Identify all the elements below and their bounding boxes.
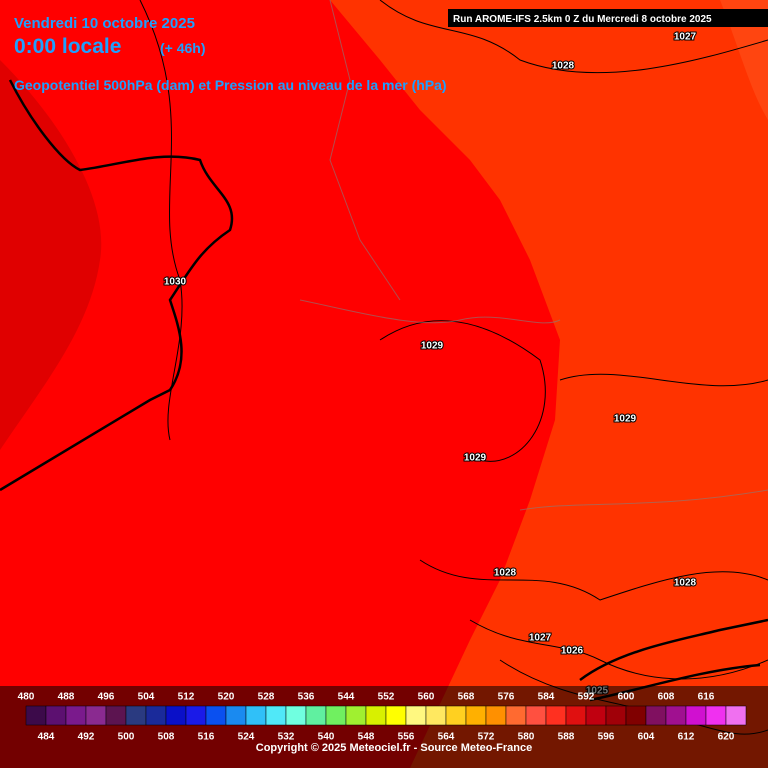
colorbar-label: 584 <box>538 692 555 703</box>
isobar-label: 1029 <box>464 453 487 464</box>
colorbar-panel <box>0 686 768 768</box>
colorbar-swatch <box>125 705 147 726</box>
colorbar-swatch <box>465 705 487 726</box>
colorbar-swatch <box>245 705 267 726</box>
isobar-label: 1028 <box>552 61 575 72</box>
colorbar-label: 552 <box>378 692 395 703</box>
copyright: Copyright © 2025 Meteociel.fr - Source M… <box>256 742 532 754</box>
colorbar-label: 616 <box>698 692 715 703</box>
colorbar-label: 604 <box>638 732 655 743</box>
colorbar-label: 504 <box>138 692 155 703</box>
time: 0:00 locale <box>14 35 121 58</box>
colorbar-swatch <box>585 705 607 726</box>
colorbar-swatch <box>305 705 327 726</box>
colorbar-swatch <box>645 705 667 726</box>
colorbar-label: 592 <box>578 692 595 703</box>
colorbar-label: 620 <box>718 732 735 743</box>
colorbar-label: 536 <box>298 692 315 703</box>
colorbar-label: 588 <box>558 732 575 743</box>
colorbar-label: 500 <box>118 732 135 743</box>
colorbar-swatch <box>485 705 507 726</box>
isobar-label: 1026 <box>561 646 584 657</box>
colorbar-swatch <box>705 705 727 726</box>
colorbar-label: 484 <box>38 732 55 743</box>
colorbar-label: 488 <box>58 692 75 703</box>
colorbar-label: 548 <box>358 732 375 743</box>
parameter: Geopotentiel 500hPa (dam) et Pression au… <box>14 77 447 93</box>
colorbar-label: 596 <box>598 732 615 743</box>
colorbar-swatch <box>445 705 467 726</box>
isobar-label: 1029 <box>614 414 637 425</box>
colorbar-label: 612 <box>678 732 695 743</box>
colorbar-swatch <box>25 705 47 726</box>
region-orange <box>330 0 768 768</box>
colorbar-label: 520 <box>218 692 235 703</box>
region-dark <box>0 60 102 450</box>
colorbar-label: 508 <box>158 732 175 743</box>
colorbar-swatch <box>725 705 747 726</box>
colorbar-swatch <box>205 705 227 726</box>
colorbar-swatch <box>685 705 707 726</box>
colorbar-swatch <box>665 705 687 726</box>
colorbar-label: 544 <box>338 692 355 703</box>
colorbar-swatch <box>165 705 187 726</box>
colorbar-swatch <box>265 705 287 726</box>
colorbar-swatch <box>145 705 167 726</box>
colorbar-swatch <box>625 705 647 726</box>
colorbar-label: 492 <box>78 732 95 743</box>
colorbar-label: 532 <box>278 732 295 743</box>
isobar-label: 1028 <box>674 578 697 589</box>
colorbar-label: 556 <box>398 732 415 743</box>
colorbar-swatch <box>45 705 67 726</box>
colorbar-label: 580 <box>518 732 535 743</box>
colorbar-swatch <box>225 705 247 726</box>
colorbar-swatch <box>285 705 307 726</box>
run-box <box>448 9 768 27</box>
colorbar-swatch <box>605 705 627 726</box>
colorbar-label: 528 <box>258 692 275 703</box>
colorbar-swatch <box>325 705 347 726</box>
isobar-label: 1028 <box>494 568 517 579</box>
region-light <box>720 0 768 120</box>
colorbar-label: 512 <box>178 692 195 703</box>
colorbar-label: 608 <box>658 692 675 703</box>
colorbar-label: 572 <box>478 732 495 743</box>
colorbar-label: 496 <box>98 692 115 703</box>
colorbar-swatch <box>385 705 407 726</box>
colorbar-label: 600 <box>618 692 635 703</box>
colorbar-swatch <box>405 705 427 726</box>
colorbar-label: 516 <box>198 732 215 743</box>
lead-time: (+ 46h) <box>160 40 206 56</box>
admin-borders <box>299 0 768 511</box>
colorbar-label: 576 <box>498 692 515 703</box>
colorbar-swatch <box>425 705 447 726</box>
colorbar-swatch <box>105 705 127 726</box>
colorbar-label: 540 <box>318 732 335 743</box>
colorbar-swatch <box>525 705 547 726</box>
isobar-label: 1030 <box>164 277 187 288</box>
date: Vendredi 10 octobre 2025 <box>14 15 195 32</box>
colorbar-label: 564 <box>438 732 455 743</box>
colorbar-swatch <box>365 705 387 726</box>
colorbar-label: 560 <box>418 692 435 703</box>
colorbar-swatch <box>65 705 87 726</box>
isobar-label: 1027 <box>529 633 552 644</box>
colorbar-swatch <box>505 705 527 726</box>
colorbar-swatch <box>545 705 567 726</box>
colorbar-label: 480 <box>18 692 35 703</box>
colorbar-swatch <box>565 705 587 726</box>
colorbar-label: 524 <box>238 732 255 743</box>
run-info: Run AROME-IFS 2.5km 0 Z du Mercredi 8 oc… <box>453 14 712 25</box>
isobar-label: 1029 <box>421 341 444 352</box>
colorbar-swatch <box>185 705 207 726</box>
colorbar: 480 484 488 492 496 500 504 508 512 516 520 524 528 5… <box>18 692 747 743</box>
colorbar-label: 568 <box>458 692 475 703</box>
colorbar-swatch <box>345 705 367 726</box>
colorbar-swatch <box>85 705 107 726</box>
isobar-label: 1027 <box>674 32 697 43</box>
